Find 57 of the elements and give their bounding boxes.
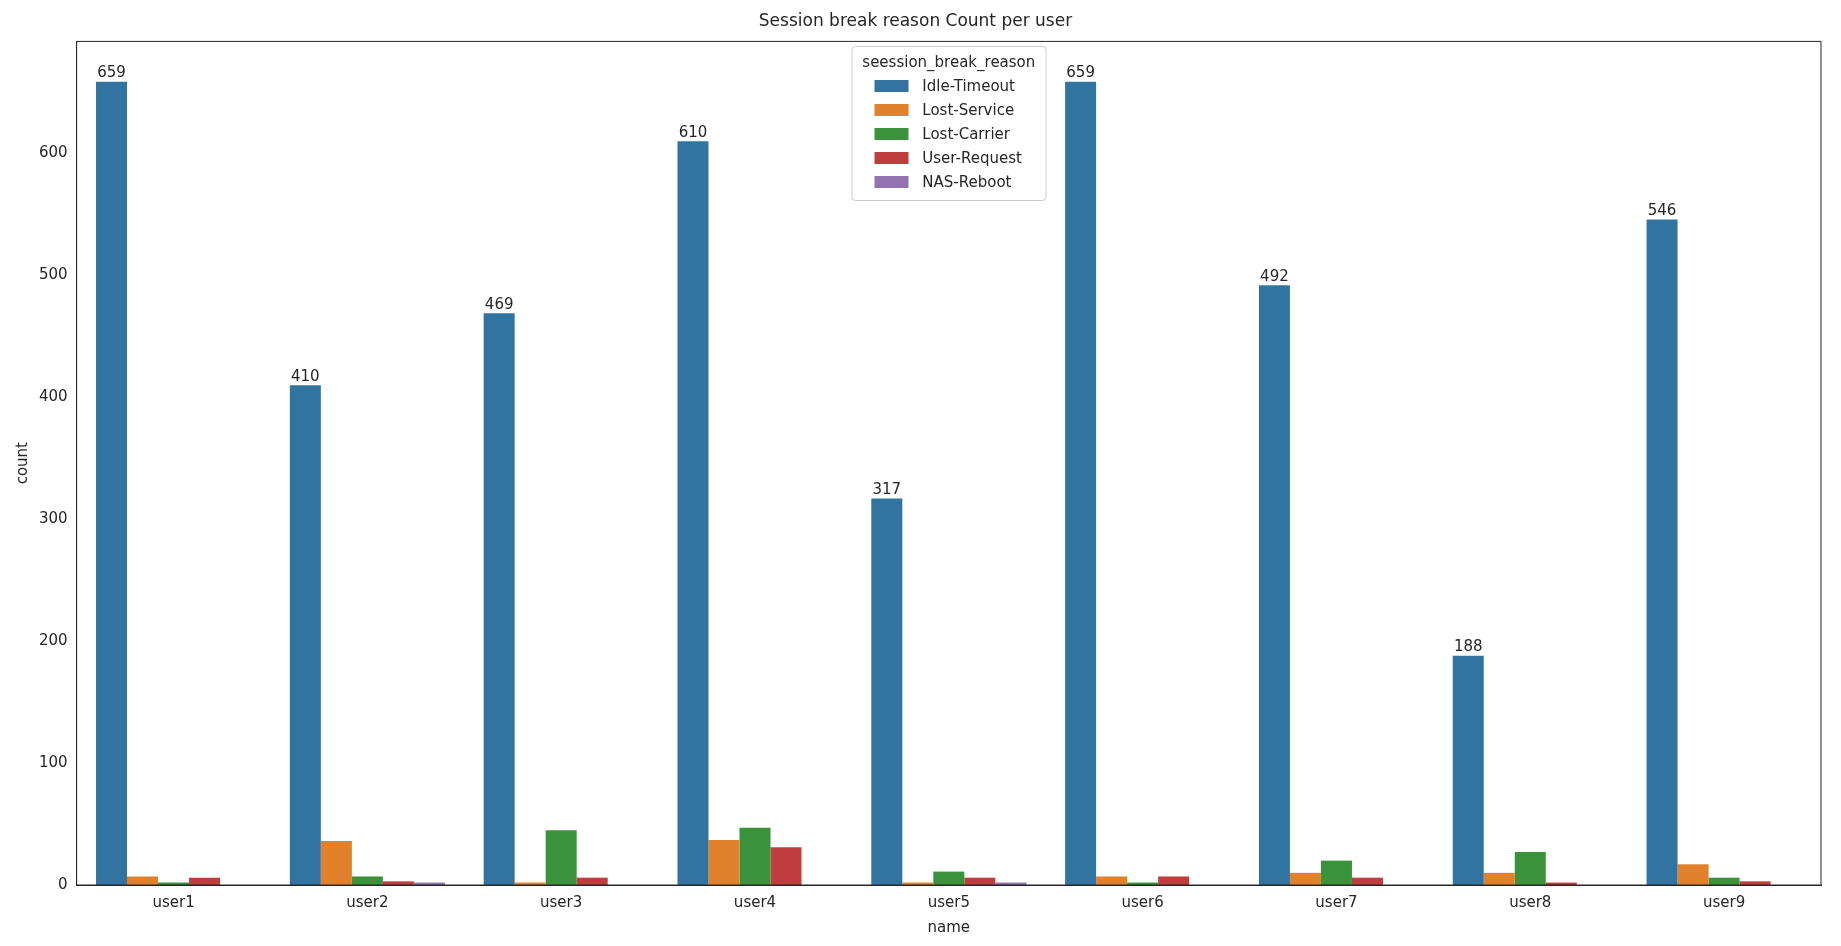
x-tick-label: user1 [152,892,195,911]
data-label: 469 [484,294,514,313]
data-label: 188 [1453,637,1483,656]
data-label: 659 [97,63,126,82]
y-tick-label: 500 [38,265,68,284]
y-axis-title: count [12,441,31,485]
bar [770,847,802,885]
bar [320,841,352,885]
bar [1096,876,1128,885]
data-label: 546 [1647,200,1677,219]
x-tick-label: user3 [540,892,583,911]
bar [739,827,771,885]
data-label: 659 [1066,63,1095,82]
data-label: 492 [1260,266,1289,285]
legend-title: seession_break_reason [862,53,1036,72]
bar [1065,81,1097,885]
legend-label: NAS-Reboot [922,173,1012,192]
y-tick-label: 200 [38,631,68,650]
x-tick-label: user7 [1315,892,1358,911]
bar [351,876,383,885]
bar [545,830,577,885]
y-tick-label: 100 [38,752,68,771]
bar [1258,285,1290,885]
data-label: 410 [291,366,320,385]
bar [677,141,709,885]
bar [708,839,740,885]
bar [1646,219,1678,885]
y-tick-label: 600 [38,143,68,162]
x-tick-label: user4 [733,892,777,911]
x-tick-label: user8 [1509,892,1552,911]
x-tick-label: user6 [1121,892,1164,911]
legend-label: Lost-Service [922,101,1015,120]
x-tick-label: user9 [1702,892,1746,911]
bar [1677,864,1709,885]
data-label: 317 [872,479,902,498]
legend-label: User-Request [922,149,1022,168]
x-axis-title: name [927,917,971,936]
data-label: 610 [678,122,708,141]
bar [1452,655,1484,885]
bar [871,498,903,885]
y-tick-label: 400 [38,387,68,406]
legend-label: Idle-Timeout [922,77,1015,96]
bar [1289,872,1321,885]
x-tick-label: user2 [346,892,389,911]
bar [127,876,159,885]
x-tick-label: user5 [927,892,970,911]
bar [483,313,515,885]
bar [1158,876,1190,885]
y-tick-label: 0 [58,874,68,893]
bar [289,385,321,885]
bar [1514,852,1546,885]
bar [96,81,128,885]
legend-label: Lost-Carrier [922,125,1011,144]
bar [1483,872,1515,885]
bar [1320,860,1352,885]
chart-title: Session break reason Count per user [758,9,1073,30]
y-tick-label: 300 [38,509,68,528]
